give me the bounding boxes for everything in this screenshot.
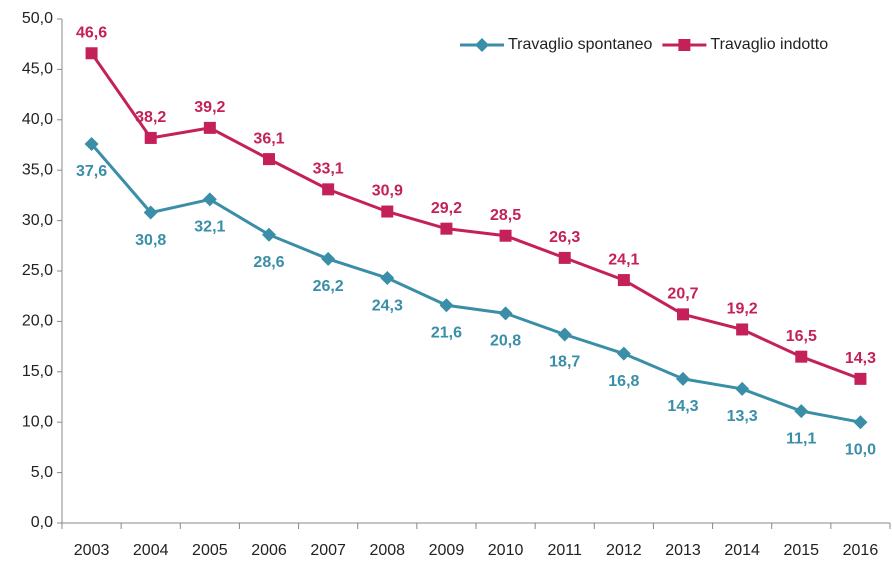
marker bbox=[617, 274, 630, 287]
x-tick-label: 2014 bbox=[724, 542, 760, 559]
y-tick-label: 50,0 bbox=[22, 10, 53, 27]
marker bbox=[677, 308, 689, 321]
data-label: 38,2 bbox=[135, 109, 166, 126]
data-label: 13,3 bbox=[727, 408, 758, 425]
data-label: 32,1 bbox=[194, 219, 225, 236]
data-label: 28,6 bbox=[253, 254, 284, 271]
data-label: 46,6 bbox=[76, 24, 107, 41]
marker bbox=[499, 229, 512, 242]
data-label: 24,3 bbox=[372, 297, 403, 314]
data-label: 37,6 bbox=[76, 163, 107, 180]
marker bbox=[794, 404, 809, 419]
y-tick-label: 5,0 bbox=[31, 464, 53, 481]
marker bbox=[85, 47, 98, 60]
series-line bbox=[90, 52, 861, 381]
marker bbox=[440, 222, 453, 235]
marker bbox=[144, 131, 157, 144]
marker bbox=[380, 271, 395, 286]
x-tick-label: 2005 bbox=[192, 542, 228, 559]
series-line bbox=[90, 143, 861, 424]
marker bbox=[321, 251, 336, 266]
x-tick-label: 2006 bbox=[251, 542, 287, 559]
data-label: 36,1 bbox=[253, 130, 284, 147]
marker bbox=[381, 205, 394, 218]
data-label: 39,2 bbox=[194, 99, 225, 116]
data-label: 24,1 bbox=[608, 251, 639, 268]
marker bbox=[854, 372, 867, 385]
marker bbox=[84, 136, 99, 151]
y-tick-label: 0,0 bbox=[31, 514, 53, 531]
data-label: 26,3 bbox=[549, 229, 580, 246]
marker bbox=[676, 371, 690, 386]
x-tick-label: 2003 bbox=[74, 542, 110, 559]
data-label: 30,9 bbox=[372, 183, 403, 200]
x-tick-label: 2015 bbox=[783, 542, 819, 559]
marker bbox=[203, 121, 216, 134]
marker bbox=[558, 251, 571, 264]
data-label: 10,0 bbox=[845, 441, 876, 458]
legend-label: Travaglio spontaneo bbox=[508, 36, 652, 53]
x-tick-label: 2016 bbox=[843, 542, 879, 559]
y-tick-label: 25,0 bbox=[22, 262, 53, 279]
x-tick-label: 2011 bbox=[548, 542, 583, 559]
legend-marker bbox=[475, 38, 489, 52]
y-tick-label: 30,0 bbox=[22, 212, 53, 229]
x-tick-label: 2010 bbox=[488, 542, 524, 559]
marker bbox=[143, 205, 158, 220]
data-label: 14,3 bbox=[845, 350, 876, 367]
data-label: 26,2 bbox=[313, 278, 344, 295]
data-label: 20,7 bbox=[667, 286, 698, 303]
marker bbox=[736, 323, 749, 336]
data-label: 18,7 bbox=[549, 354, 580, 371]
data-label: 11,1 bbox=[786, 430, 816, 447]
marker bbox=[853, 415, 868, 430]
marker bbox=[795, 350, 808, 363]
data-label: 16,8 bbox=[608, 373, 639, 390]
marker bbox=[262, 227, 276, 242]
y-tick-label: 45,0 bbox=[22, 61, 53, 78]
x-tick-label: 2009 bbox=[429, 542, 465, 559]
y-tick-label: 40,0 bbox=[22, 111, 53, 128]
x-tick-label: 2004 bbox=[133, 542, 169, 559]
legend-marker bbox=[678, 39, 691, 51]
data-label: 33,1 bbox=[313, 161, 344, 178]
x-tick-label: 2008 bbox=[369, 542, 405, 559]
x-tick-label: 2013 bbox=[665, 542, 701, 559]
data-label: 16,5 bbox=[786, 328, 817, 345]
marker bbox=[616, 346, 631, 361]
marker bbox=[735, 381, 750, 396]
legend-label: Travaglio indotto bbox=[710, 36, 828, 53]
data-label: 29,2 bbox=[431, 200, 462, 217]
y-tick-label: 35,0 bbox=[22, 161, 53, 178]
data-label: 30,8 bbox=[135, 232, 166, 249]
data-label: 20,8 bbox=[490, 333, 521, 350]
marker bbox=[439, 298, 454, 313]
x-tick-label: 2012 bbox=[606, 542, 642, 559]
data-label: 19,2 bbox=[727, 301, 758, 318]
marker bbox=[202, 192, 217, 207]
y-tick-label: 20,0 bbox=[22, 313, 53, 330]
marker bbox=[498, 306, 513, 321]
x-tick-label: 2007 bbox=[310, 542, 346, 559]
data-label: 14,3 bbox=[667, 398, 698, 415]
y-tick-label: 10,0 bbox=[22, 413, 53, 430]
marker bbox=[263, 153, 275, 166]
y-tick-label: 15,0 bbox=[22, 363, 53, 380]
data-label: 21,6 bbox=[431, 324, 462, 341]
data-label: 28,5 bbox=[490, 207, 521, 224]
marker bbox=[557, 327, 572, 342]
marker bbox=[322, 183, 335, 196]
